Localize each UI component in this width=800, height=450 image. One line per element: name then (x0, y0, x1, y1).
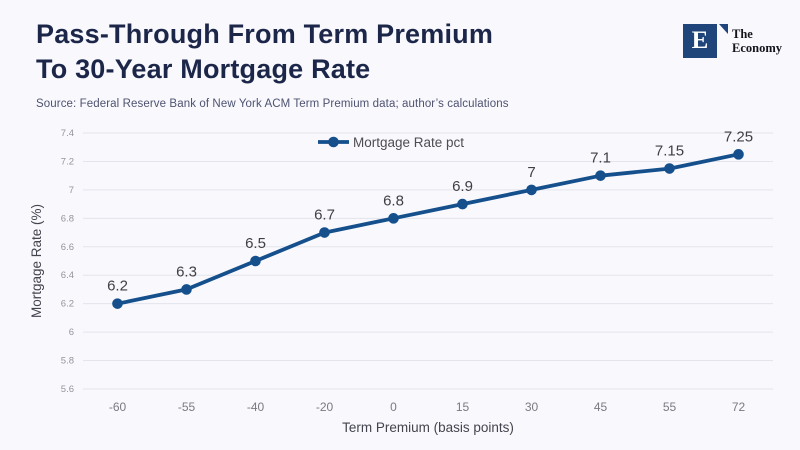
x-axis-title: Term Premium (basis points) (342, 420, 514, 435)
x-tick-label: -60 (109, 400, 127, 414)
data-point[interactable] (250, 255, 261, 267)
data-point-label: 6.5 (245, 235, 266, 252)
y-tick-label: 6.8 (61, 213, 74, 224)
data-point-label: 6.8 (383, 192, 404, 209)
title-line-1: Pass-Through From Term Premium (36, 19, 494, 49)
y-tick-label: 6 (69, 327, 74, 338)
data-point[interactable] (664, 163, 675, 174)
y-tick-label: 7.4 (61, 128, 74, 139)
logo-name-line-1: The (732, 27, 753, 41)
data-point[interactable] (595, 170, 606, 181)
x-tick-label: 15 (456, 400, 470, 414)
data-point-label: 6.3 (176, 263, 197, 280)
x-tick-label: 30 (525, 400, 539, 414)
logo-notch-icon (719, 24, 728, 34)
y-tick-label: 5.8 (61, 356, 74, 367)
data-point[interactable] (319, 227, 330, 238)
legend-label[interactable]: Mortgage Rate pct (353, 135, 464, 150)
data-point[interactable] (112, 298, 123, 309)
data-point[interactable] (733, 149, 744, 160)
data-point[interactable] (181, 284, 192, 295)
y-tick-label: 6.4 (61, 270, 74, 281)
y-axis-title: Mortgage Rate (%) (29, 204, 44, 318)
data-point-label: 7 (527, 164, 535, 181)
data-point-label: 6.2 (107, 278, 128, 295)
series-line (115, 152, 741, 306)
data-point-label: 7.15 (655, 143, 684, 160)
data-point[interactable] (526, 184, 537, 196)
page-title: Pass-Through From Term Premium To 30-Yea… (36, 17, 493, 87)
logo-name: The Economy (732, 27, 782, 58)
data-point-label: 6.9 (452, 178, 473, 195)
logo-letter: E (691, 27, 709, 54)
data-point-label: 7.1 (590, 150, 611, 167)
x-tick-label: 45 (594, 400, 608, 414)
x-tick-label: 55 (663, 400, 677, 414)
y-tick-label: 6.6 (61, 242, 74, 253)
data-point-label: 7.25 (724, 128, 753, 145)
source-note: Source: Federal Reserve Bank of New York… (36, 98, 509, 110)
x-tick-label: 0 (390, 400, 397, 414)
title-line-2: To 30-Year Mortgage Rate (36, 54, 371, 84)
logo-mark: E (683, 24, 728, 58)
y-tick-label: 6.2 (61, 299, 74, 310)
y-tick-label: 7 (69, 185, 74, 196)
brand-logo: E The Economy (683, 24, 782, 58)
y-tick-label: 5.6 (61, 384, 74, 395)
x-tick-label: 72 (732, 400, 746, 414)
x-tick-label: -40 (247, 400, 265, 414)
data-point[interactable] (457, 198, 468, 210)
legend-marker-icon[interactable] (328, 136, 339, 148)
y-tick-label: 7.2 (61, 156, 74, 167)
x-tick-label: -20 (316, 400, 334, 414)
logo-name-line-2: Economy (732, 41, 782, 55)
data-point-label: 6.7 (314, 207, 335, 224)
x-tick-label: -55 (178, 400, 196, 414)
data-point[interactable] (388, 213, 399, 224)
